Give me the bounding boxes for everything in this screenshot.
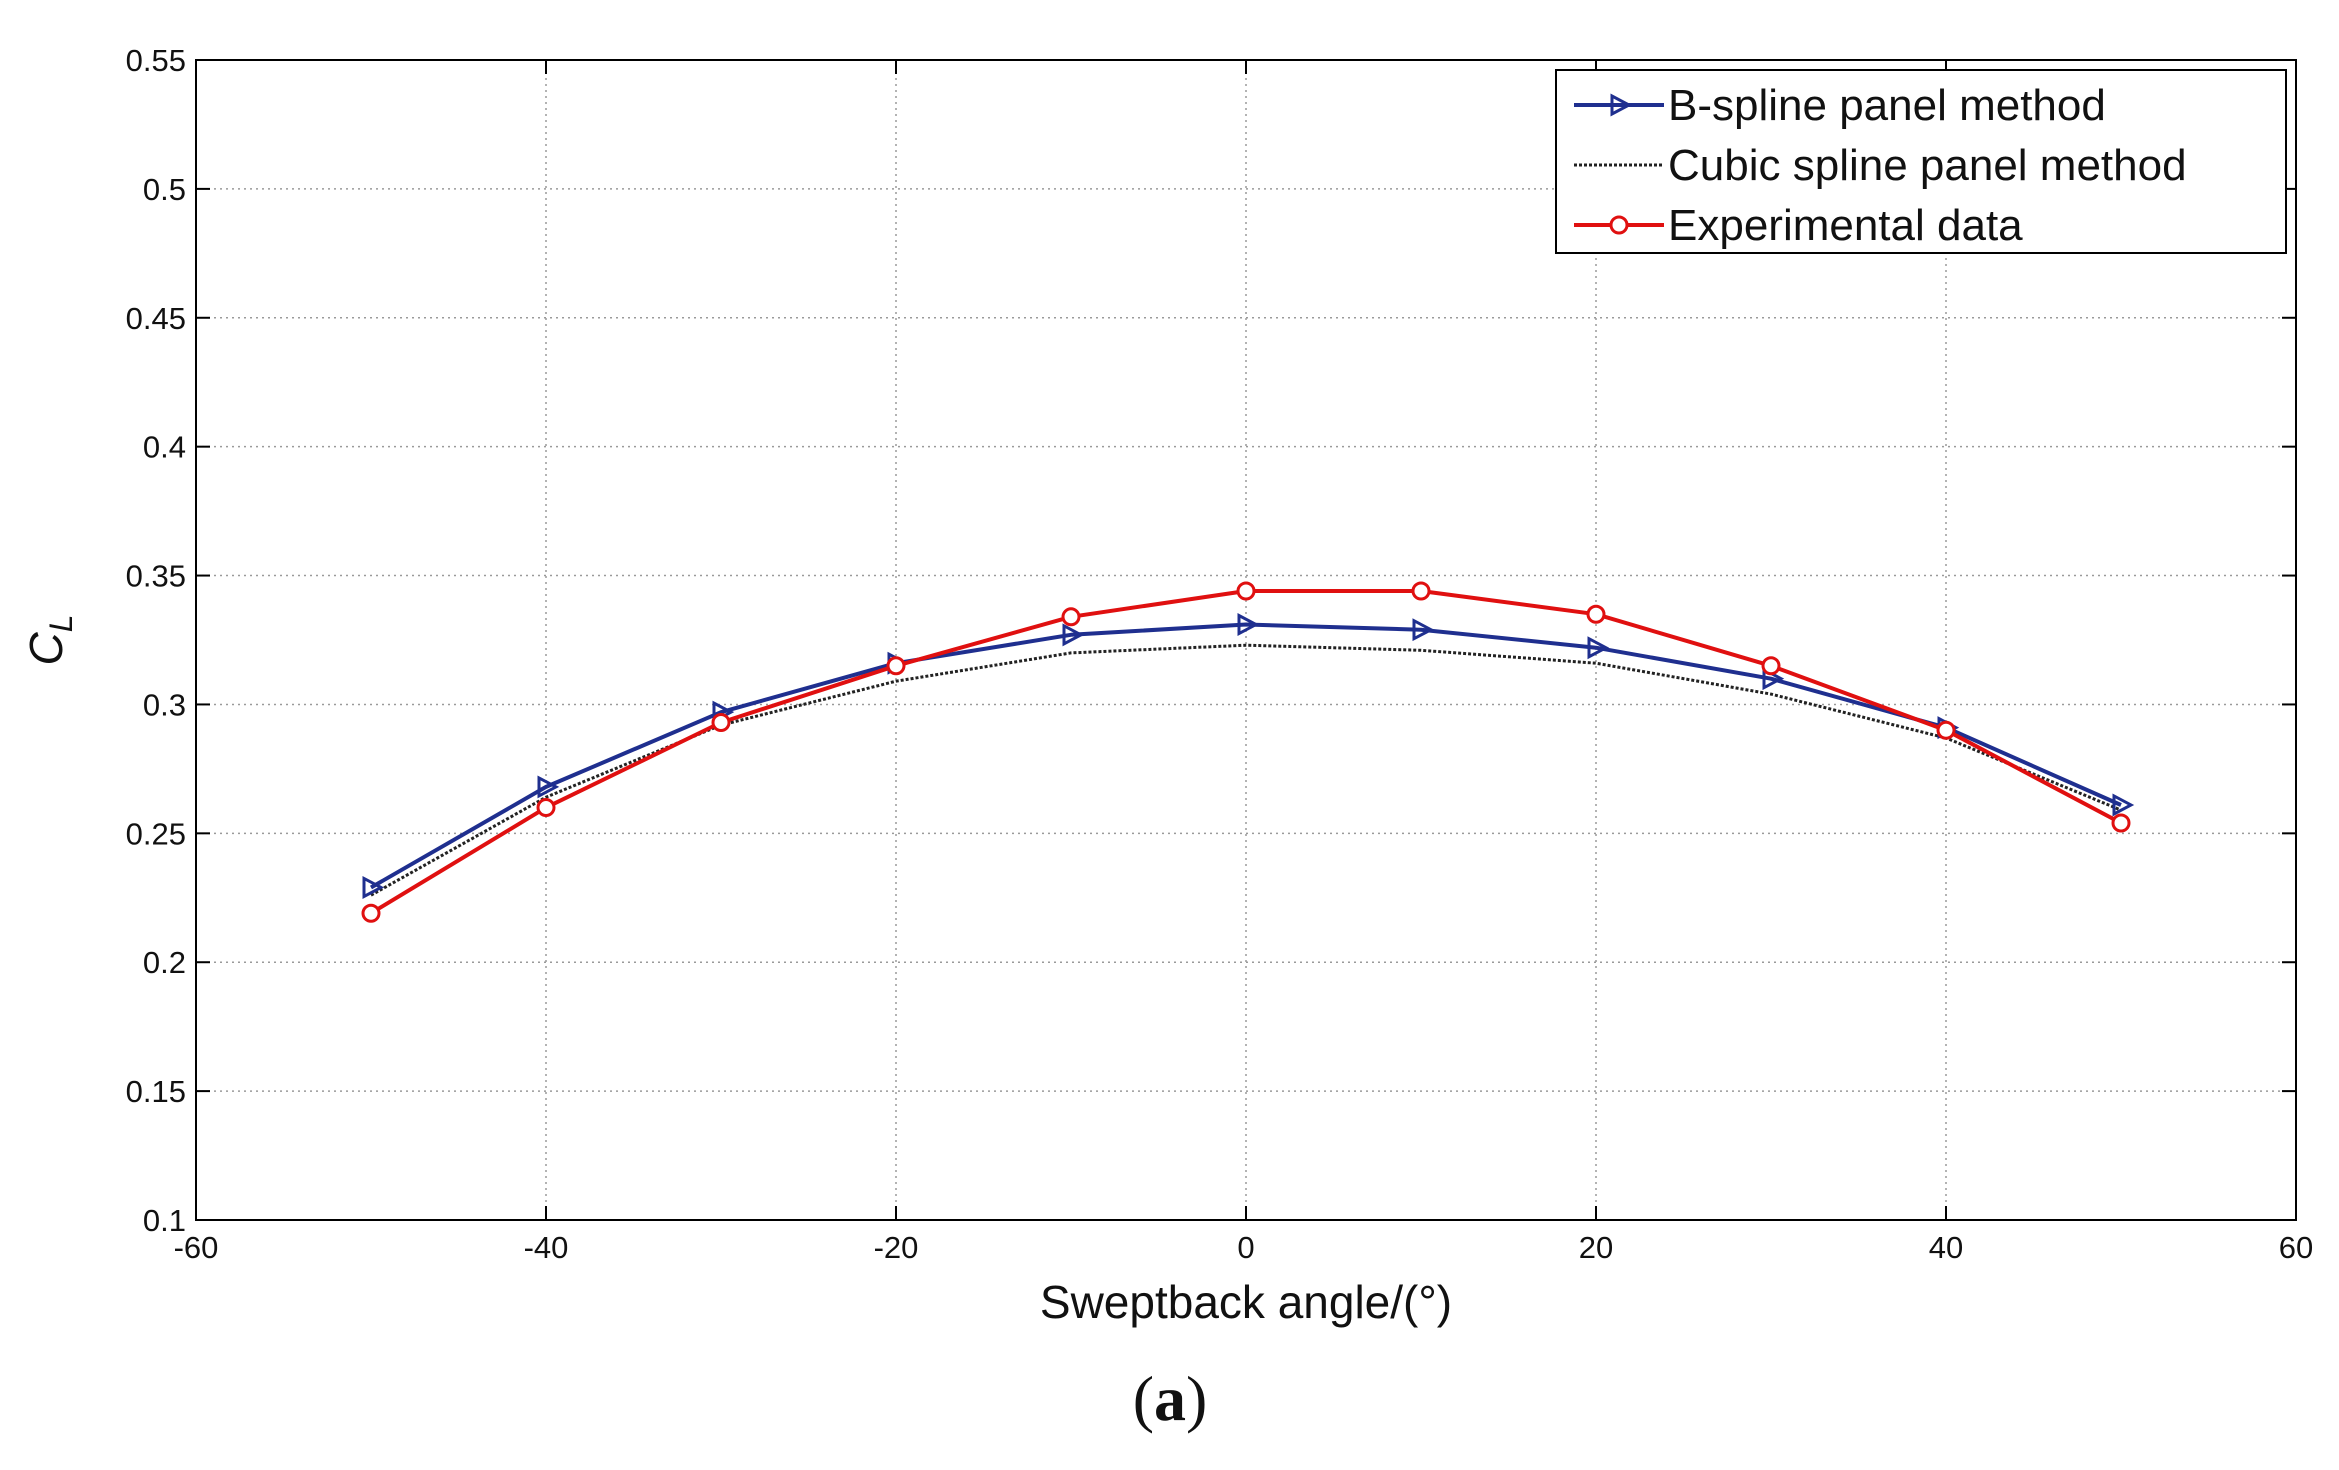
data-point	[1761, 656, 1781, 676]
y-tick-label: 0.1	[143, 1203, 186, 1238]
data-point	[1412, 618, 1435, 642]
legend-marker	[1609, 215, 1629, 235]
data-point	[1237, 613, 1260, 637]
data-point	[362, 875, 385, 899]
y-tick-label: 0.5	[143, 172, 186, 207]
legend-entries: B-spline panel method Cubic spline panel …	[1574, 81, 2187, 250]
ticks: -60 -40 -20 0 20 40 60 0.1 0.15 0.2 0.25 0.3 0.35 0.4…	[126, 43, 2314, 1265]
figure-caption: (a)	[1133, 1363, 1208, 1434]
legend-label: B-spline panel method	[1668, 81, 2106, 130]
legend-entry-b-spline-panel-method: B-spline panel method	[1574, 81, 2106, 130]
caption-open-paren: (	[1133, 1363, 1154, 1434]
x-tick-label: 40	[1929, 1230, 1963, 1265]
y-tick-label: 0.2	[143, 945, 186, 980]
y-tick-label: 0.25	[126, 816, 186, 851]
data-point	[2112, 793, 2135, 817]
caption-letter: a	[1154, 1363, 1186, 1434]
legend-marker	[1610, 93, 1633, 117]
data-point	[711, 712, 731, 732]
series-experimental-data	[361, 581, 2131, 923]
data-point	[1586, 604, 1606, 624]
y-tick-label: 0.35	[126, 559, 186, 594]
y-tick-label: 0.45	[126, 301, 186, 336]
legend: B-spline panel method Cubic spline panel …	[1555, 69, 2287, 254]
x-tick-label: 20	[1579, 1230, 1613, 1265]
y-tick-label: 0.55	[126, 43, 186, 78]
legend-label: Cubic spline panel method	[1668, 141, 2187, 190]
x-tick-label: 0	[1237, 1230, 1254, 1265]
data-point	[1411, 581, 1431, 601]
data-point	[1062, 623, 1085, 647]
y-axis-label: CL	[20, 614, 79, 665]
y-axis-label-sub: L	[43, 614, 79, 632]
legend-label: Experimental data	[1668, 201, 2023, 250]
x-tick-label: -20	[874, 1230, 919, 1265]
x-tick-label: -60	[174, 1230, 219, 1265]
caption-close-paren: )	[1186, 1363, 1207, 1434]
legend-entry-experimental-data: Experimental data	[1574, 201, 2023, 250]
data-point	[2111, 813, 2131, 833]
x-tick-label: -40	[524, 1230, 569, 1265]
series	[361, 581, 2135, 923]
data-point	[1061, 607, 1081, 627]
series-line	[370, 622, 2122, 890]
data-point	[361, 903, 381, 923]
legend-box	[1555, 69, 2287, 254]
x-tick-label: 60	[2279, 1230, 2313, 1265]
data-point	[537, 775, 560, 799]
data-point	[536, 798, 556, 818]
data-point	[1236, 581, 1256, 601]
y-tick-label: 0.15	[126, 1074, 186, 1109]
legend-entry-cubic-spline-panel-method: Cubic spline panel method	[1574, 141, 2187, 190]
x-axis-label: Sweptback angle/(°)	[1040, 1276, 1452, 1328]
data-point	[1587, 636, 1610, 660]
series-b-spline-panel-method	[362, 613, 2135, 899]
y-tick-label: 0.4	[143, 430, 186, 465]
y-axis-label-main: C	[20, 632, 72, 666]
y-tick-label: 0.3	[143, 687, 186, 722]
data-point	[1936, 720, 1956, 740]
data-point	[886, 656, 906, 676]
